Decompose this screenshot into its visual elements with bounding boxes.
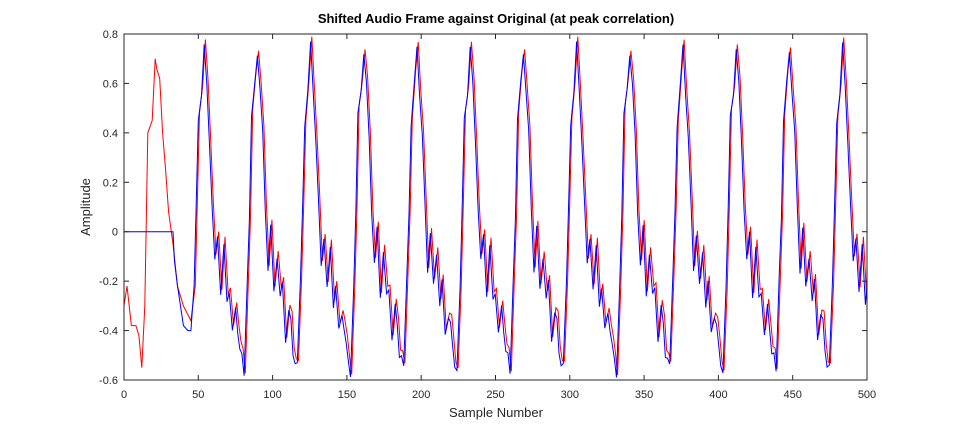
x-tick-label: 150 (338, 389, 356, 401)
y-tick-label: -0.6 (99, 375, 118, 387)
y-tick-label: 0.6 (103, 78, 118, 90)
x-tick-label: 450 (784, 389, 802, 401)
x-tick-label: 350 (635, 389, 653, 401)
series-line-2 (124, 41, 868, 378)
series-line-1 (123, 36, 868, 376)
x-tick-label: 100 (263, 389, 281, 401)
y-axis-label: Amplitude (78, 178, 93, 236)
plot-area (123, 36, 868, 378)
chart-title: Shifted Audio Frame against Original (at… (318, 11, 674, 26)
x-axis-label: Sample Number (449, 405, 544, 420)
x-tick-label: 250 (486, 389, 504, 401)
x-tick-label: 400 (709, 389, 727, 401)
x-tick-label: 300 (561, 389, 579, 401)
y-tick-label: -0.2 (99, 276, 118, 288)
x-tick-label: 50 (192, 389, 204, 401)
y-tick-label: 0.8 (103, 29, 118, 41)
y-tick-label: 0 (112, 227, 118, 239)
y-tick-label: 0.2 (103, 177, 118, 189)
y-tick-label: -0.4 (99, 326, 118, 338)
x-tick-label: 0 (121, 389, 127, 401)
x-tick-label: 500 (858, 389, 876, 401)
y-tick-label: 0.4 (103, 128, 118, 140)
axes: 0 50 100 150 200 250 300 350 400 450 500 -0.6 -0.4 -0… (99, 29, 876, 401)
x-tick-label: 200 (412, 389, 430, 401)
